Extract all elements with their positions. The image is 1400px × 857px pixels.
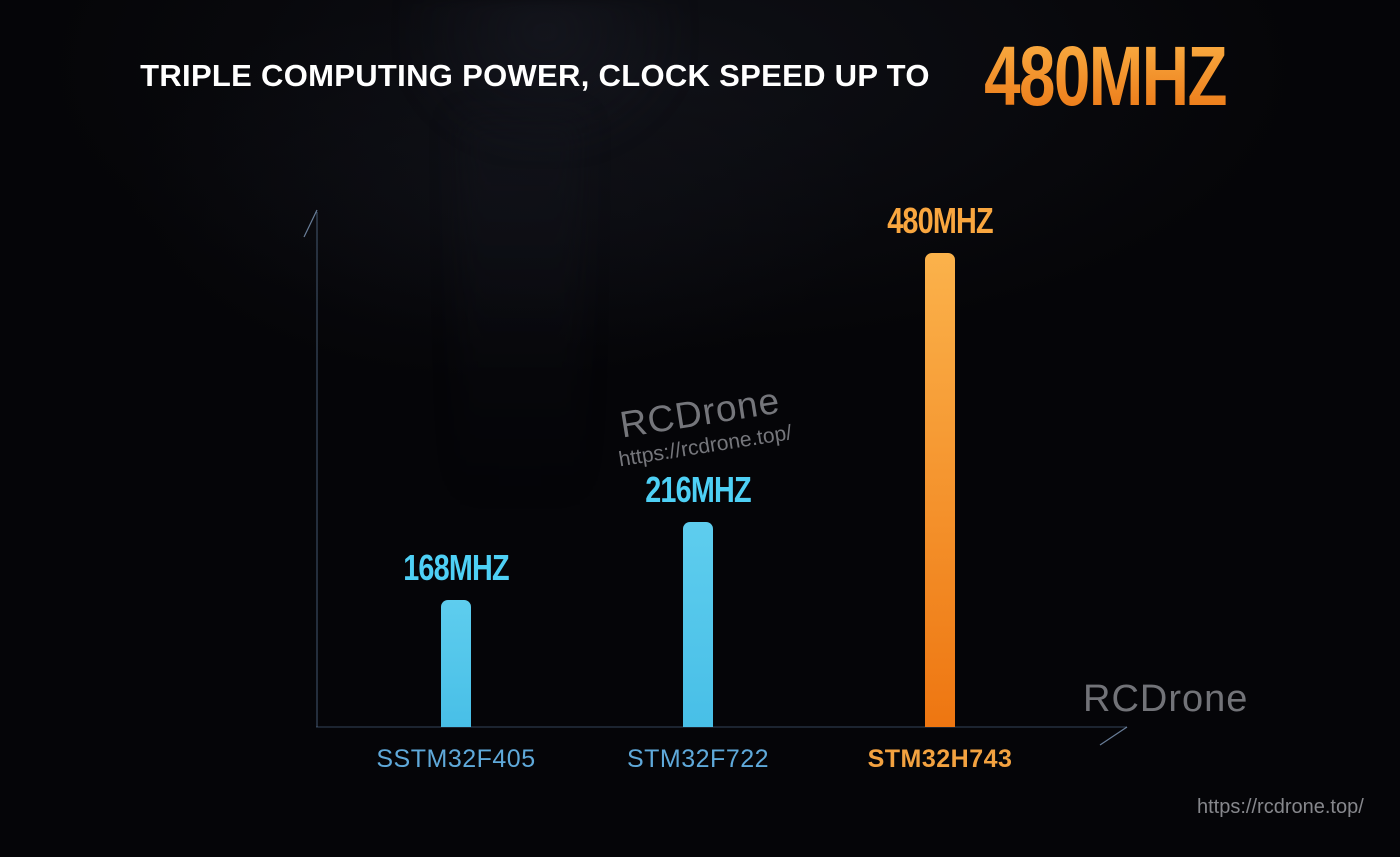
bar	[683, 522, 713, 727]
bar	[441, 600, 471, 727]
bar-value-label: 168MHZ	[403, 547, 509, 588]
bar-group-SSTM32F405: 168MHZ	[396, 547, 516, 727]
bar-group-STM32F722: 216MHZ	[638, 469, 758, 727]
bar-category-label: STM32F722	[626, 745, 770, 773]
right-watermark-brand: RCDrone	[1083, 678, 1249, 720]
bottom-watermark-url: https://rcdrone.top/	[1197, 796, 1364, 818]
bar-value-label: 216MHZ	[645, 469, 751, 510]
bar	[925, 253, 955, 727]
bar-value-label: 480MHZ	[887, 200, 993, 241]
bar-group-STM32H743: 480MHZ	[880, 200, 1000, 727]
banner-title-highlight: 480MHZ	[983, 29, 1227, 123]
background-artifact	[460, 120, 580, 500]
background-artifact	[400, 0, 690, 160]
bar-category-label: STM32H743	[867, 745, 1013, 773]
y-axis-arrowhead-icon	[303, 209, 318, 238]
x-axis-arrowhead-icon	[1099, 726, 1128, 746]
banner-header: TRIPLE COMPUTING POWER, CLOCK SPEED UP T…	[0, 34, 1400, 118]
bar-category-label: SSTM32F405	[376, 745, 536, 773]
banner-title: TRIPLE COMPUTING POWER, CLOCK SPEED UP T…	[140, 58, 930, 93]
